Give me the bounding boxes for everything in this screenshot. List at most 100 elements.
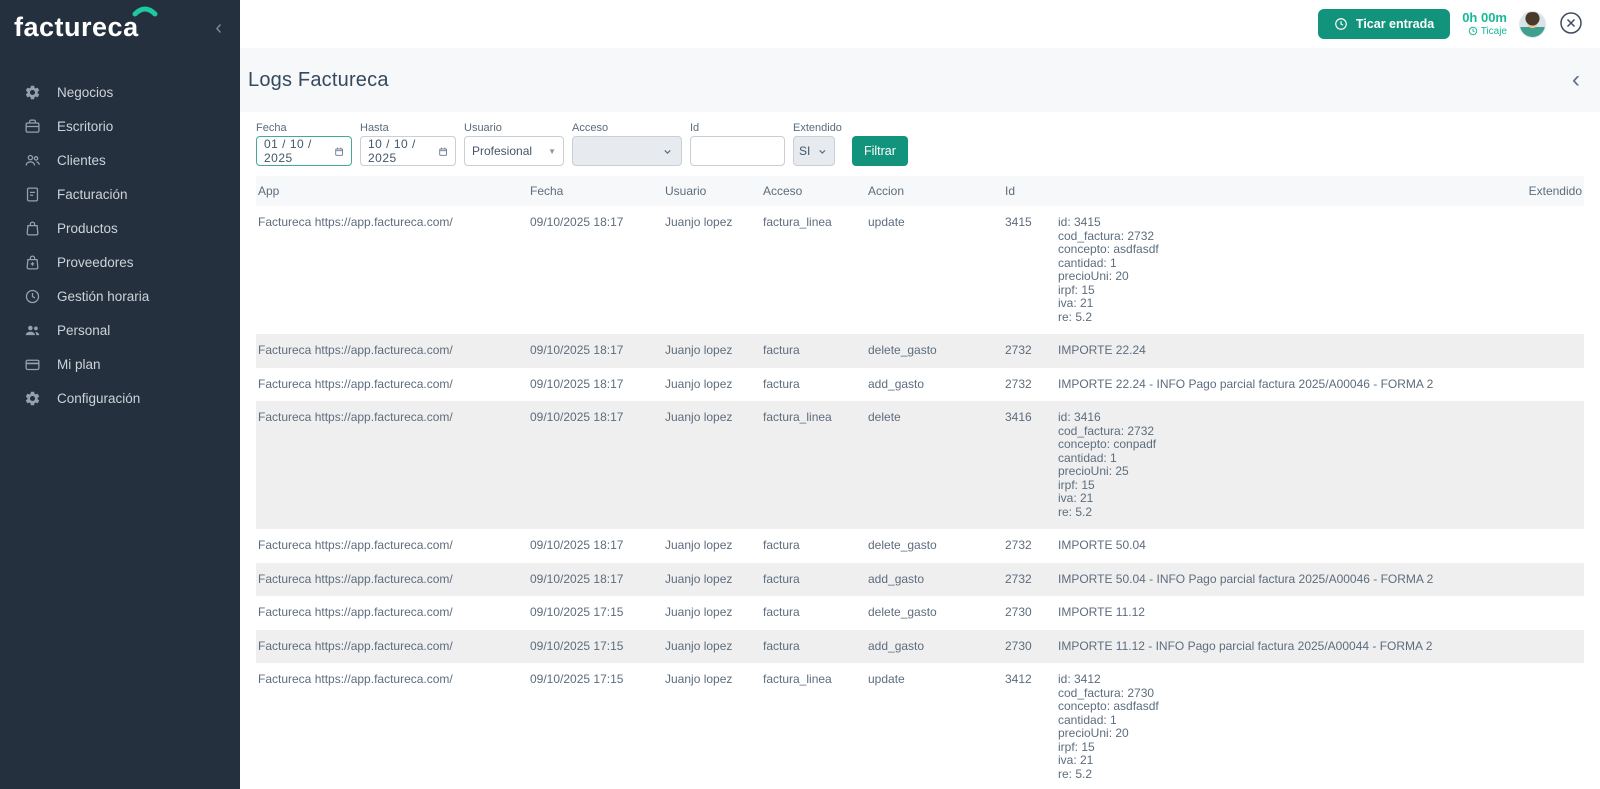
sidebar-item-configuracion[interactable]: Configuración (0, 381, 240, 415)
sidebar-item-clientes[interactable]: Clientes (0, 143, 240, 177)
cell-usuario: Juanjo lopez (665, 672, 733, 686)
cell-accion: delete_gasto (868, 538, 937, 552)
cell-id: 2732 (1005, 538, 1032, 552)
cell-acceso: factura (763, 571, 800, 586)
filter-fecha: Fecha 01 / 10 / 2025 (256, 122, 352, 166)
cell-acceso: factura (763, 605, 800, 619)
cell-acceso: factura (763, 343, 800, 357)
cell-app: Factureca https://app.factureca.com/ (258, 638, 453, 653)
sidebar-item-facturacion[interactable]: Facturación (0, 177, 240, 211)
extendido-line: IMPORTE 50.04 - INFO Pago parcial factur… (1058, 571, 1434, 586)
filter-label-id: Id (690, 122, 700, 134)
extendido-line: re: 5.2 (1058, 504, 1093, 519)
clock-icon (1468, 27, 1477, 36)
cell-accion: delete (868, 410, 901, 424)
close-circle-icon (1560, 12, 1582, 34)
extendido-select[interactable]: SI (793, 136, 835, 166)
sidebar-collapse-icon[interactable]: ‹ (215, 16, 222, 39)
cell-extendido: IMPORTE 22.24 (1058, 334, 1584, 368)
content: Fecha 01 / 10 / 2025 Hasta 10 / 10 / 202… (240, 112, 1600, 789)
cell-extendido: IMPORTE 11.12 (1058, 596, 1584, 630)
briefcase-icon (24, 117, 42, 135)
sidebar-item-mi-plan[interactable]: Mi plan (0, 347, 240, 381)
filter-label-acceso: Acceso (572, 122, 609, 134)
timer-caption-label: Ticaje (1480, 25, 1507, 37)
cell-fecha: 09/10/2025 18:17 (530, 343, 624, 357)
sidebar: factureca ‹ Negocios Escritorio Clientes Fa… (0, 0, 240, 789)
table-row: Factureca https://app.factureca.com/09/1… (256, 206, 1584, 334)
cell-acceso: factura (763, 538, 800, 552)
cell-app: Factureca https://app.factureca.com/ (258, 376, 453, 391)
user-avatar[interactable] (1519, 10, 1546, 38)
logo-text-end: ca (107, 12, 139, 42)
cell-accion: delete_gasto (868, 605, 937, 619)
sidebar-item-label: Gestión horaria (57, 288, 150, 304)
hasta-date-input[interactable]: 10 / 10 / 2025 (360, 136, 456, 166)
cell-id: 3415 (1005, 215, 1032, 229)
sidebar-item-productos[interactable]: Productos (0, 211, 240, 245)
extendido-line: cod_factura: 2732 (1058, 423, 1155, 438)
topbar: Ticar entrada 0h 00m Ticaje (240, 0, 1600, 48)
cell-id: 2730 (1005, 638, 1032, 653)
sidebar-item-personal[interactable]: Personal (0, 313, 240, 347)
cell-app: Factureca https://app.factureca.com/ (258, 571, 453, 586)
filter-label-extendido: Extendido (793, 122, 842, 134)
sidebar-item-label: Personal (57, 322, 111, 338)
clock-icon (1335, 18, 1347, 30)
extendido-line: id: 3415 (1058, 215, 1101, 229)
app-logo[interactable]: factureca (14, 6, 158, 43)
fecha-date-value: 01 / 10 / 2025 (264, 137, 312, 165)
cell-extendido: IMPORTE 11.12 - INFO Pago parcial factur… (1058, 630, 1584, 664)
timer-value: 0h 00m (1462, 9, 1507, 25)
extendido-line: iva: 21 (1058, 296, 1094, 310)
id-input[interactable] (690, 136, 785, 166)
cell-extendido: id: 3415 cod_factura: 2732 concepto: asdfa… (1058, 206, 1584, 334)
ticar-entrada-label: Ticar entrada (1355, 17, 1435, 31)
extendido-line: IMPORTE 22.24 (1058, 343, 1146, 357)
filter-label-fecha: Fecha (256, 122, 287, 134)
cell-usuario: Juanjo lopez (665, 376, 733, 391)
logo-text: factur (14, 12, 93, 42)
cell-usuario: Juanjo lopez (665, 571, 733, 586)
sidebar-item-gestion-horaria[interactable]: Gestión horaria (0, 279, 240, 313)
cell-id: 2732 (1005, 376, 1032, 391)
close-session-button[interactable] (1558, 11, 1584, 37)
table-row: Factureca https://app.factureca.com/09/1… (256, 596, 1584, 630)
sidebar-item-label: Facturación (57, 186, 128, 202)
extendido-line: concepto: asdfasdf (1058, 699, 1159, 713)
people-solid-icon (24, 321, 42, 339)
back-chevron-icon[interactable]: ‹ (1572, 66, 1580, 93)
sidebar-item-escritorio[interactable]: Escritorio (0, 109, 240, 143)
usuario-select[interactable]: Profesional ▼ (464, 136, 564, 166)
cell-accion: add_gasto (868, 376, 925, 391)
extendido-line: cantidad: 1 (1058, 255, 1117, 270)
sidebar-item-proveedores[interactable]: Proveedores (0, 245, 240, 279)
filtrar-button[interactable]: Filtrar (851, 136, 908, 166)
extendido-line: cod_factura: 2732 (1058, 228, 1155, 243)
extendido-line: cantidad: 1 (1058, 712, 1117, 727)
cell-id: 3416 (1005, 410, 1032, 424)
gear-icon (24, 83, 42, 101)
extendido-line: iva: 21 (1058, 491, 1094, 505)
logs-table: App Fecha Usuario Acceso Accion Id Extendido F… (256, 176, 1584, 789)
cell-acceso: factura_linea (763, 672, 832, 686)
extendido-line: IMPORTE 11.12 - INFO Pago parcial factur… (1058, 638, 1433, 653)
extendido-line: re: 5.2 (1058, 766, 1093, 781)
extendido-line: precioUni: 25 (1058, 464, 1129, 478)
ticar-entrada-button[interactable]: Ticar entrada (1317, 9, 1451, 39)
cell-id: 2732 (1005, 571, 1032, 586)
sidebar-item-label: Productos (57, 220, 118, 236)
extendido-line: IMPORTE 11.12 (1058, 605, 1145, 619)
sidebar-item-negocios[interactable]: Negocios (0, 75, 240, 109)
cell-app: Factureca https://app.factureca.com/ (258, 672, 453, 686)
fecha-date-input[interactable]: 01 / 10 / 2025 (256, 136, 352, 166)
extendido-line: irpf: 15 (1058, 282, 1095, 297)
timer-caption: Ticaje (1462, 26, 1507, 38)
cell-accion: update (868, 215, 905, 229)
filter-usuario: Usuario Profesional ▼ (464, 122, 564, 166)
cell-fecha: 09/10/2025 17:15 (530, 638, 624, 653)
cell-extendido: id: 3416 cod_factura: 2732 concepto: conpa… (1058, 401, 1584, 529)
cell-fecha: 09/10/2025 18:17 (530, 538, 624, 552)
cell-app: Factureca https://app.factureca.com/ (258, 410, 453, 424)
acceso-select[interactable] (572, 136, 682, 166)
